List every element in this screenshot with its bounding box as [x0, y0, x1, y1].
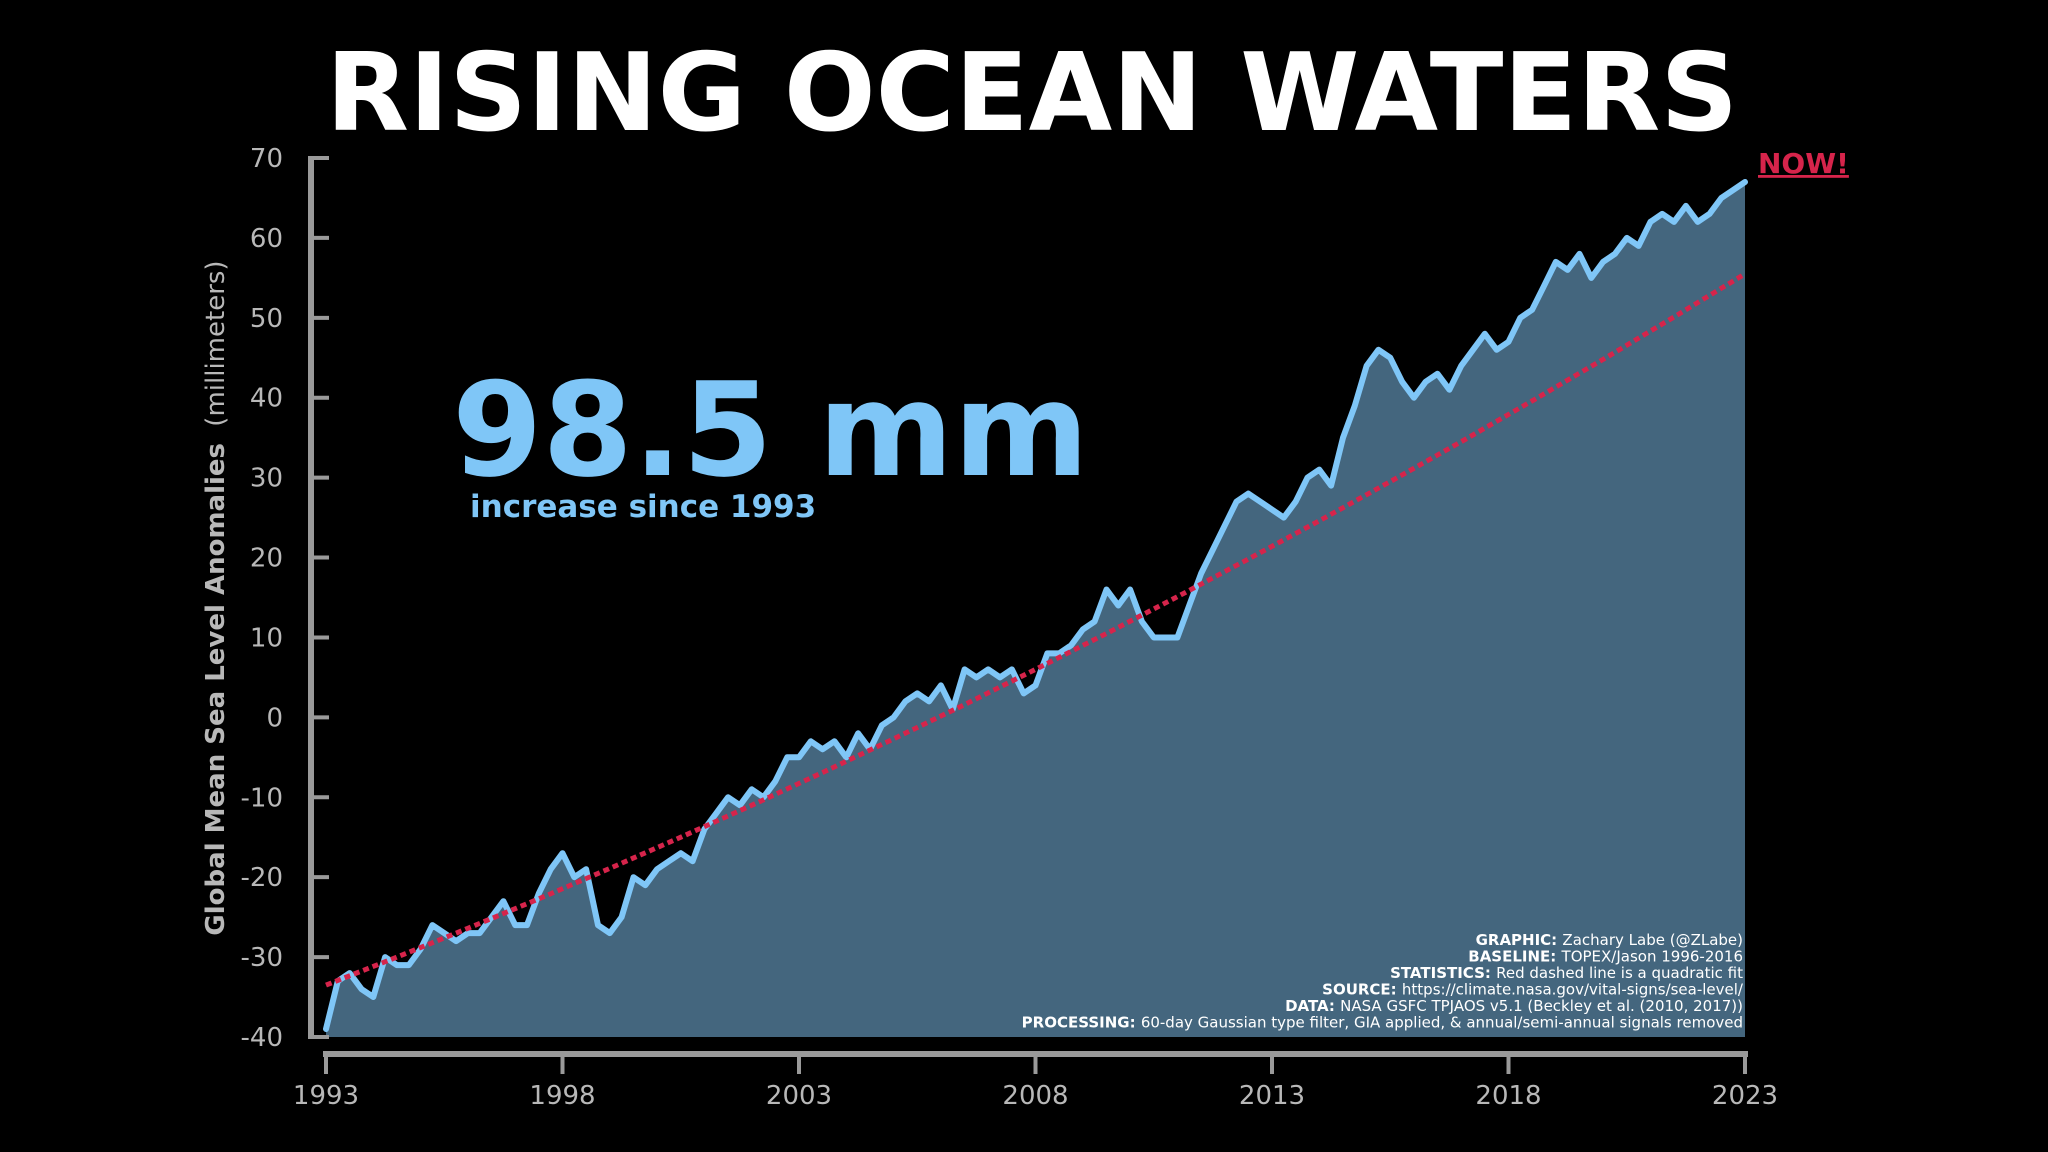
y-tick-label: 50: [250, 304, 283, 334]
x-tick-label: 1993: [293, 1081, 359, 1111]
highlight-caption: increase since 1993: [470, 489, 816, 525]
sea-level-observed-line: [323, 179, 1748, 1032]
credit-key: BASELINE:: [1468, 948, 1561, 966]
credit-key: GRAPHIC:: [1476, 931, 1563, 949]
x-tick-label: 2018: [1475, 1081, 1541, 1111]
x-tick-label: 2023: [1712, 1081, 1778, 1111]
plot-area: [323, 179, 1748, 1037]
chart-title: RISING OCEAN WATERS: [326, 31, 1738, 156]
credit-line: DATA: NASA GSFC TPJAOS v5.1 (Beckley et …: [1285, 997, 1743, 1015]
y-tick-label: 70: [250, 144, 283, 174]
highlight-value: 98.5 mm: [452, 354, 1089, 506]
x-tick-label: 1998: [529, 1081, 595, 1111]
credits-block: GRAPHIC: Zachary Labe (@ZLabe)BASELINE: …: [1022, 931, 1744, 1032]
now-label: NOW!: [1758, 147, 1849, 180]
y-axis-title: Global Mean Sea Level Anomalies (millime…: [201, 260, 231, 935]
x-tick-label: 2008: [1002, 1081, 1068, 1111]
y-tick-label: 40: [250, 384, 283, 414]
y-tick-label: 60: [250, 224, 283, 254]
y-tick-label: 20: [250, 544, 283, 574]
credit-value: https://climate.nasa.gov/vital-signs/sea…: [1402, 981, 1744, 999]
y-tick-label: 30: [250, 464, 283, 494]
credit-key: SOURCE:: [1322, 981, 1402, 999]
credit-line: PROCESSING: 60-day Gaussian type filter,…: [1022, 1014, 1743, 1032]
credit-value: NASA GSFC TPJAOS v5.1 (Beckley et al. (2…: [1340, 997, 1743, 1015]
x-tick-label: 2003: [766, 1081, 832, 1111]
y-axis: 70 60 50 40 30 20 10 0 -10 -20 -30 -40: [241, 144, 329, 1053]
credit-value: 60-day Gaussian type filter, GIA applied…: [1141, 1014, 1743, 1032]
x-tick-label: 2013: [1239, 1081, 1305, 1111]
y-tick-label: -30: [241, 943, 283, 973]
credit-key: PROCESSING:: [1022, 1014, 1141, 1032]
sea-level-area-fill: [326, 182, 1745, 1037]
credit-line: BASELINE: TOPEX/Jason 1996-2016: [1468, 948, 1743, 966]
y-tick-label: 10: [250, 623, 283, 653]
credit-value: TOPEX/Jason 1996-2016: [1561, 948, 1743, 966]
credit-line: STATISTICS: Red dashed line is a quadrat…: [1390, 964, 1743, 982]
credit-value: Red dashed line is a quadratic fit: [1496, 964, 1743, 982]
x-axis: 1993 1998 2003 2008 2013 2018 2023: [293, 1051, 1778, 1111]
y-tick-label: -20: [241, 863, 283, 893]
y-axis-title-unit: (millimeters): [201, 260, 231, 426]
credit-line: GRAPHIC: Zachary Labe (@ZLabe): [1476, 931, 1743, 949]
credit-line: SOURCE: https://climate.nasa.gov/vital-s…: [1322, 981, 1744, 999]
y-tick-label: -10: [241, 783, 283, 813]
credit-key: DATA:: [1285, 997, 1340, 1015]
quadratic-fit-dashed-line: [325, 271, 1747, 988]
credit-key: STATISTICS:: [1390, 964, 1496, 982]
y-tick-label: -40: [241, 1023, 283, 1053]
y-axis-title-main: Global Mean Sea Level Anomalies: [201, 443, 231, 936]
credit-value: Zachary Labe (@ZLabe): [1562, 931, 1743, 949]
y-tick-label: 0: [266, 703, 283, 733]
